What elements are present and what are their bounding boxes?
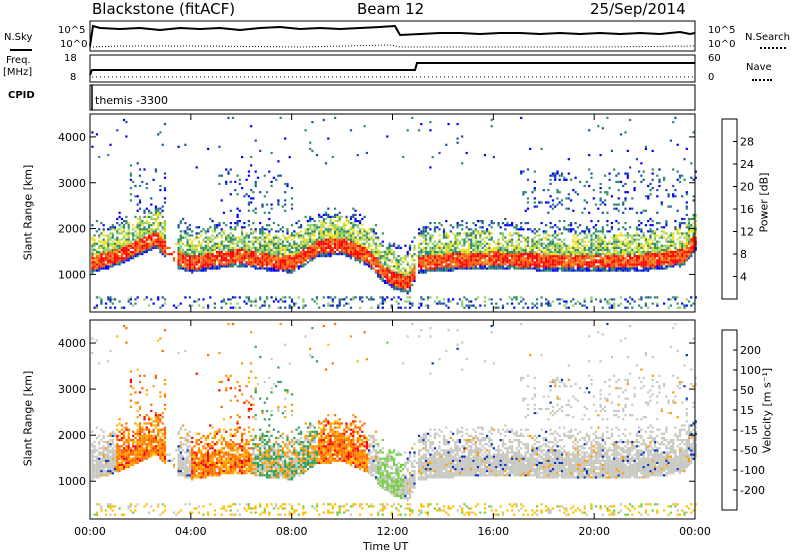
velocity-colorbar-label: Velocity [m s⁻¹] — [760, 367, 774, 454]
nsky-line — [89, 24, 696, 47]
colorbar-tick-label: -15 — [740, 424, 758, 437]
velocity-colorbar: 200 100 50 15 -15 -50 -100 -200 — [721, 329, 765, 511]
ytick-label: 1000 — [58, 475, 86, 488]
nsearch-line — [89, 44, 696, 48]
ytick-label: 3000 — [58, 177, 86, 190]
colorbar-tick-label: 4 — [740, 271, 747, 284]
velocity-heatmap — [91, 322, 697, 516]
power-heatmap — [91, 116, 697, 309]
colorbar-tick-label: 16 — [740, 203, 754, 216]
power-ylabel: Slant Range [km] — [21, 164, 35, 261]
xtick-label: 20:00 — [578, 525, 610, 538]
axes: 1000 2000 3000 4000 1000 2000 3000 4000 00:00 04:… — [58, 114, 711, 538]
colorbar-tick-label: 20 — [740, 181, 754, 194]
colorbar-tick-label: 24 — [740, 158, 754, 171]
xtick-label: 00:00 — [679, 525, 711, 538]
xtick-label: 04:00 — [175, 525, 207, 538]
nsearch-line-sample — [760, 47, 786, 49]
ytick-label: 1000 — [58, 268, 86, 281]
station-title: Blackstone (fitACF) — [92, 0, 236, 18]
colorbar-tick-label: 8 — [740, 248, 747, 261]
freq-panel-frame — [89, 54, 696, 83]
colorbar-tick-label: 28 — [740, 136, 754, 149]
ytick-label: 4000 — [58, 131, 86, 144]
beam-label: Beam 12 — [357, 0, 425, 18]
date-label: 25/Sep/2014 — [590, 0, 686, 18]
colorbar-tick-label: 12 — [740, 226, 754, 239]
xtick-label: 16:00 — [477, 525, 509, 538]
ytick-label: 2000 — [58, 223, 86, 236]
nsearch-label: N.Search — [745, 32, 791, 43]
colorbar-tick-label: 15 — [740, 404, 754, 417]
freq-tick-bottom: 8 — [70, 72, 77, 83]
ytick-label: 4000 — [58, 337, 86, 350]
colorbar-tick-label: 200 — [740, 344, 761, 357]
xtick-label: 12:00 — [377, 525, 409, 538]
nsearch-tick-top: 10^5 — [708, 25, 736, 36]
power-colorbar: 4 8 12 16 20 24 28 — [721, 118, 754, 300]
xtick-label: 00:00 — [74, 525, 106, 538]
power-colorbar-label: Power [dB] — [757, 172, 771, 233]
nave-tick-top: 60 — [708, 53, 721, 64]
cpid-panel-frame — [89, 84, 696, 111]
colorbar-tick-label: 50 — [740, 384, 754, 397]
nave-line-sample — [752, 79, 772, 81]
freq-label: Freq. — [6, 55, 31, 66]
cpid-value: themis -3300 — [95, 94, 169, 107]
time-axis-label: Time UT — [363, 540, 409, 553]
nsky-tick-top: 10^5 — [58, 25, 86, 36]
colorbar-tick-label: -100 — [740, 464, 765, 477]
cpid-label: CPID — [8, 90, 35, 101]
colorbar-tick-label: 100 — [740, 364, 761, 377]
ytick-label: 3000 — [58, 383, 86, 396]
colorbar-frame — [721, 329, 738, 511]
nsky-label: N.Sky — [4, 32, 33, 43]
velocity-ylabel: Slant Range [km] — [21, 370, 35, 467]
freq-tick-top: 18 — [64, 53, 77, 64]
colorbar-tick-label: -200 — [740, 484, 765, 497]
nsky-panel-frame — [89, 20, 696, 52]
colorbar-tick-label: -50 — [740, 444, 758, 457]
nsky-line-sample — [10, 49, 32, 51]
nave-label: Nave — [746, 62, 772, 73]
xtick-label: 08:00 — [276, 525, 308, 538]
freq-unit: [MHz] — [3, 67, 33, 78]
nsearch-tick-bottom: 10^0 — [708, 39, 736, 50]
nave-tick-bottom: 0 — [708, 72, 715, 83]
nsky-tick-bottom: 10^0 — [60, 39, 88, 50]
freq-line — [89, 62, 695, 76]
ytick-label: 2000 — [58, 429, 86, 442]
